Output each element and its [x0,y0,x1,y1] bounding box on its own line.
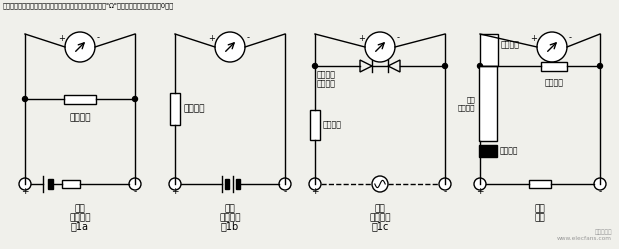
Circle shape [372,176,388,192]
Bar [479,66,497,141]
Text: -: - [97,34,100,43]
Text: 被测: 被测 [225,204,235,213]
Circle shape [309,178,321,190]
Circle shape [474,178,486,190]
Circle shape [439,178,451,190]
Text: 表内电池: 表内电池 [500,146,519,155]
Text: 倍增电阻: 倍增电阻 [323,121,342,129]
Text: -: - [284,187,287,196]
Text: 并串式半: 并串式半 [317,70,336,79]
Text: -: - [133,187,137,196]
Text: 被测: 被测 [535,204,545,213]
Bar [225,179,229,189]
Circle shape [365,32,395,62]
Bar [64,95,96,104]
Circle shape [65,32,95,62]
Text: 被测: 被测 [374,204,386,213]
Circle shape [537,32,567,62]
Text: 分流电阻: 分流电阻 [545,78,563,87]
Circle shape [597,63,602,68]
Text: +: + [311,187,319,196]
Text: 图1b: 图1b [221,221,239,231]
Bar [541,62,567,70]
Bar [236,179,240,189]
Bar [529,180,551,188]
Circle shape [129,178,141,190]
Text: 调零电阻: 调零电阻 [501,41,520,50]
Circle shape [22,97,27,102]
Text: -: - [246,34,249,43]
Text: 电阻: 电阻 [535,213,545,222]
Text: +: + [530,34,537,43]
Text: 图1c: 图1c [371,221,389,231]
Text: +: + [358,34,365,43]
Text: 电子发烧友
www.elecfans.com: 电子发烧友 www.elecfans.com [557,230,612,241]
Bar [62,180,80,188]
Bar [48,179,53,189]
Bar [479,145,497,157]
Text: -: - [599,187,602,196]
Circle shape [169,178,181,190]
Bar [170,93,180,125]
Circle shape [594,178,606,190]
Text: +: + [59,34,66,43]
Text: +: + [171,187,179,196]
Text: +: + [476,187,484,196]
Circle shape [279,178,291,190]
Text: 图1a: 图1a [71,221,89,231]
Text: +: + [21,187,28,196]
Text: 波整流器: 波整流器 [317,79,336,88]
Text: -: - [443,187,447,196]
Circle shape [313,63,318,68]
Text: -: - [568,34,571,43]
Circle shape [215,32,245,62]
Circle shape [477,63,482,68]
Circle shape [443,63,448,68]
Text: 测量电阻：先将两表棒短接，使指针偏转到最右端，再调节"Ω"调零旋钮使指针刚好指在0处。: 测量电阻：先将两表棒短接，使指针偏转到最右端，再调节"Ω"调零旋钮使指针刚好指在… [3,2,174,9]
Text: 直流电阻: 直流电阻 [69,213,91,222]
Text: 表内
等效电阻: 表内 等效电阻 [457,96,475,111]
Text: 降压电阻: 降压电阻 [183,105,204,114]
Circle shape [132,97,137,102]
Bar [310,110,320,140]
Text: 分流电阻: 分流电阻 [69,113,91,122]
Text: 交流电源: 交流电源 [370,213,391,222]
Text: +: + [209,34,215,43]
Bar [480,34,498,66]
Circle shape [19,178,31,190]
Text: 被测: 被测 [75,204,85,213]
Text: -: - [397,34,399,43]
Text: 直流电源: 直流电源 [219,213,241,222]
